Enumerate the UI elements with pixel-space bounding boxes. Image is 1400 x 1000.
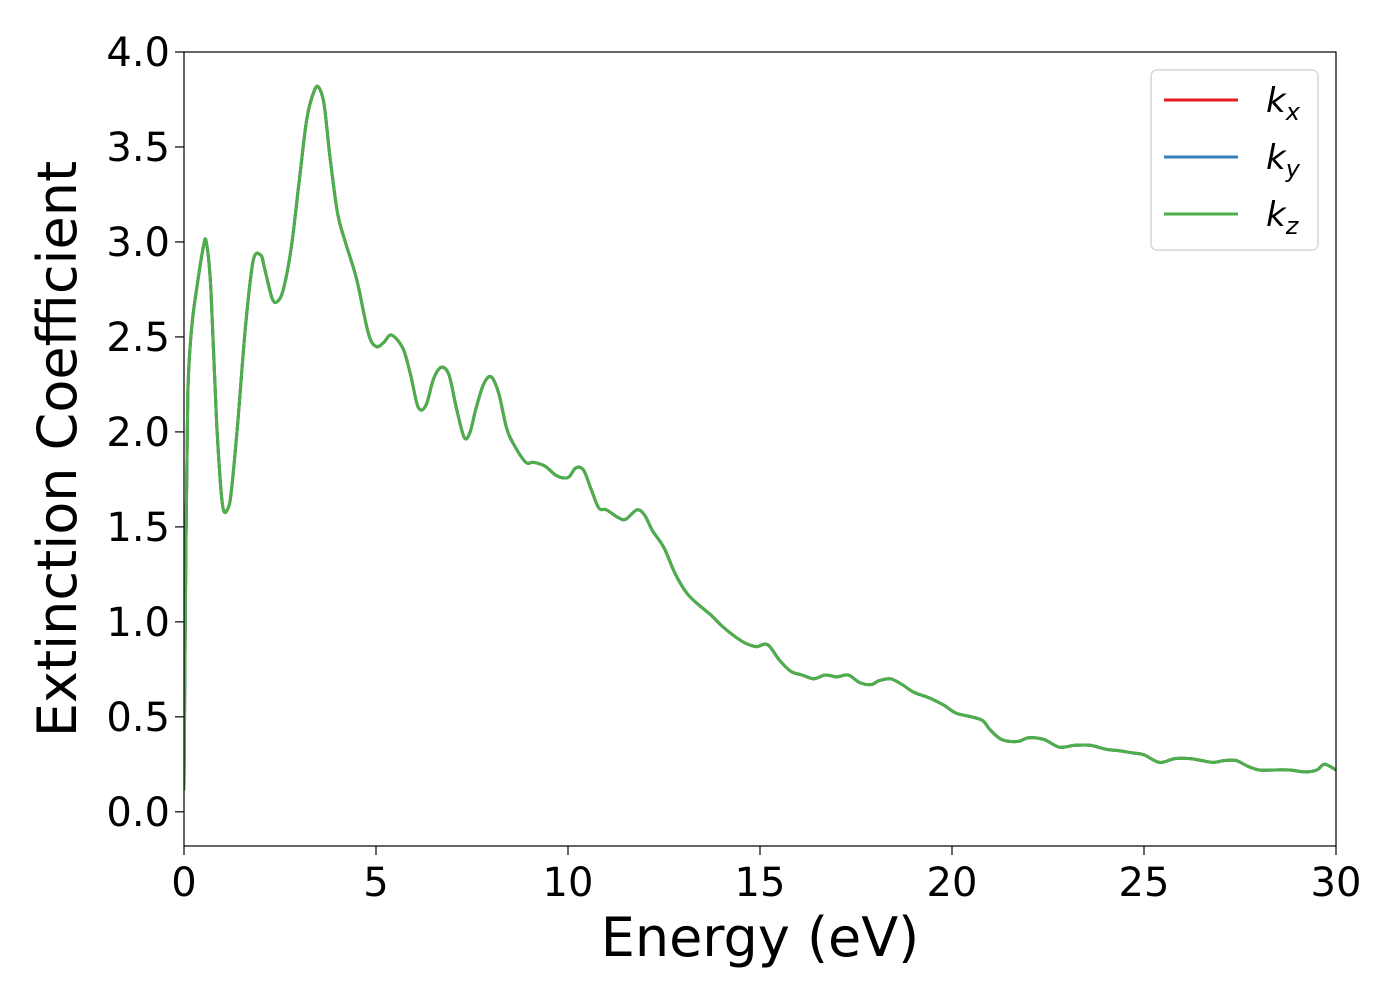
x-tick-label: 25 (1119, 860, 1170, 906)
y-tick-label: 2.0 (106, 410, 170, 456)
x-tick-label: 0 (171, 860, 196, 906)
x-tick-label: 30 (1311, 860, 1362, 906)
x-tick-label: 10 (543, 860, 594, 906)
x-tick-label: 5 (363, 860, 388, 906)
y-tick-label: 3.0 (106, 220, 170, 266)
y-tick-label: 1.5 (106, 505, 170, 551)
ticks-layer: 0 5 10 15 20 25 30 0.0 0.5 1.0 1.5 2.0 2.5 3.0 3.5 4.0 (106, 30, 1361, 906)
y-tick-label: 1.0 (106, 600, 170, 646)
y-tick-label: 4.0 (106, 30, 170, 76)
y-tick-label: 0.5 (106, 695, 170, 741)
x-tick-label: 15 (735, 860, 786, 906)
legend: kx ky kz (1150, 69, 1319, 251)
series-line-kz (184, 84, 1336, 791)
series-layer (184, 84, 1336, 791)
y-axis-label: Extinction Coefficient (26, 161, 89, 737)
legend-label-kx: kx (1266, 81, 1301, 126)
y-tick-label: 3.5 (106, 125, 170, 171)
y-tick-label: 0.0 (106, 790, 170, 836)
y-tick-label: 2.5 (106, 315, 170, 361)
x-axis-label: Energy (eV) (601, 906, 920, 969)
legend-label-kz: kz (1266, 195, 1300, 240)
legend-label-ky: ky (1266, 138, 1301, 183)
legend-box (1150, 69, 1319, 251)
x-tick-label: 20 (927, 860, 978, 906)
